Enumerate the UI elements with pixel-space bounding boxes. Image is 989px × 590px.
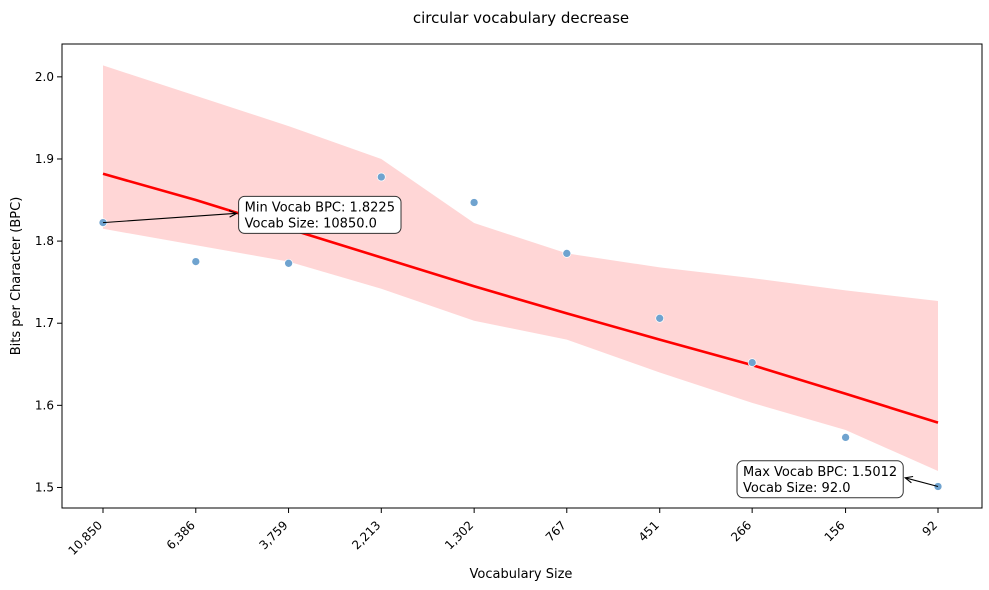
data-point <box>284 258 293 268</box>
x-tick-label: 266 <box>728 518 754 544</box>
data-point <box>562 249 572 258</box>
annotation-arrowhead <box>228 210 238 218</box>
y-tick-label: 1.8 <box>35 234 54 248</box>
annotation-arrow <box>102 212 237 224</box>
x-axis: 10,850 6,386 3,759 2,213 1,302 767 451 266 156 92 <box>66 508 940 558</box>
y-axis-label: Bits per Character (BPC) <box>9 197 24 356</box>
data-point <box>376 172 386 182</box>
data-point <box>191 257 201 266</box>
confidence-band <box>103 65 938 472</box>
x-tick-label: 92 <box>919 518 940 539</box>
plot-frame <box>61 43 983 509</box>
annotation-arrow <box>905 477 939 488</box>
data-point <box>933 482 943 491</box>
data-point <box>747 358 757 367</box>
data-point <box>469 198 479 207</box>
chart-title: circular vocabulary decrease <box>413 9 629 27</box>
y-tick-label: 1.9 <box>35 152 54 166</box>
y-tick-label: 1.7 <box>35 316 54 330</box>
annotation-arrowhead <box>903 475 914 484</box>
data-point <box>841 433 850 442</box>
annotation-box <box>736 460 904 499</box>
x-tick-label: 156 <box>822 518 848 544</box>
x-tick-label: 6,386 <box>164 518 198 552</box>
points-layer <box>98 172 943 491</box>
y-axis: 1.5 1.6 1.7 1.8 1.9 2.0 <box>35 70 62 494</box>
confidence-band-layer <box>103 65 938 472</box>
y-tick-label: 1.6 <box>35 398 54 412</box>
y-tick-label: 2.0 <box>35 70 54 84</box>
x-tick-label: 1,302 <box>442 518 476 552</box>
x-axis-label: Vocabulary Size <box>470 567 573 582</box>
annotation-line: Vocab Size: 92.0 <box>743 481 850 496</box>
x-tick-label: 10,850 <box>66 518 106 558</box>
x-tick-label: 451 <box>636 518 662 544</box>
annotation-line: Max Vocab BPC: 1.5012 <box>743 465 897 480</box>
annotation-line: Min Vocab BPC: 1.8225 <box>245 200 395 215</box>
annotation-line: Vocab Size: 10850.0 <box>245 216 377 231</box>
data-point <box>655 313 665 323</box>
x-tick-label: 2,213 <box>349 518 383 552</box>
y-tick-label: 1.5 <box>35 480 54 494</box>
annotation-box <box>238 195 402 234</box>
x-tick-label: 3,759 <box>256 518 290 552</box>
x-tick-label: 767 <box>543 518 569 544</box>
